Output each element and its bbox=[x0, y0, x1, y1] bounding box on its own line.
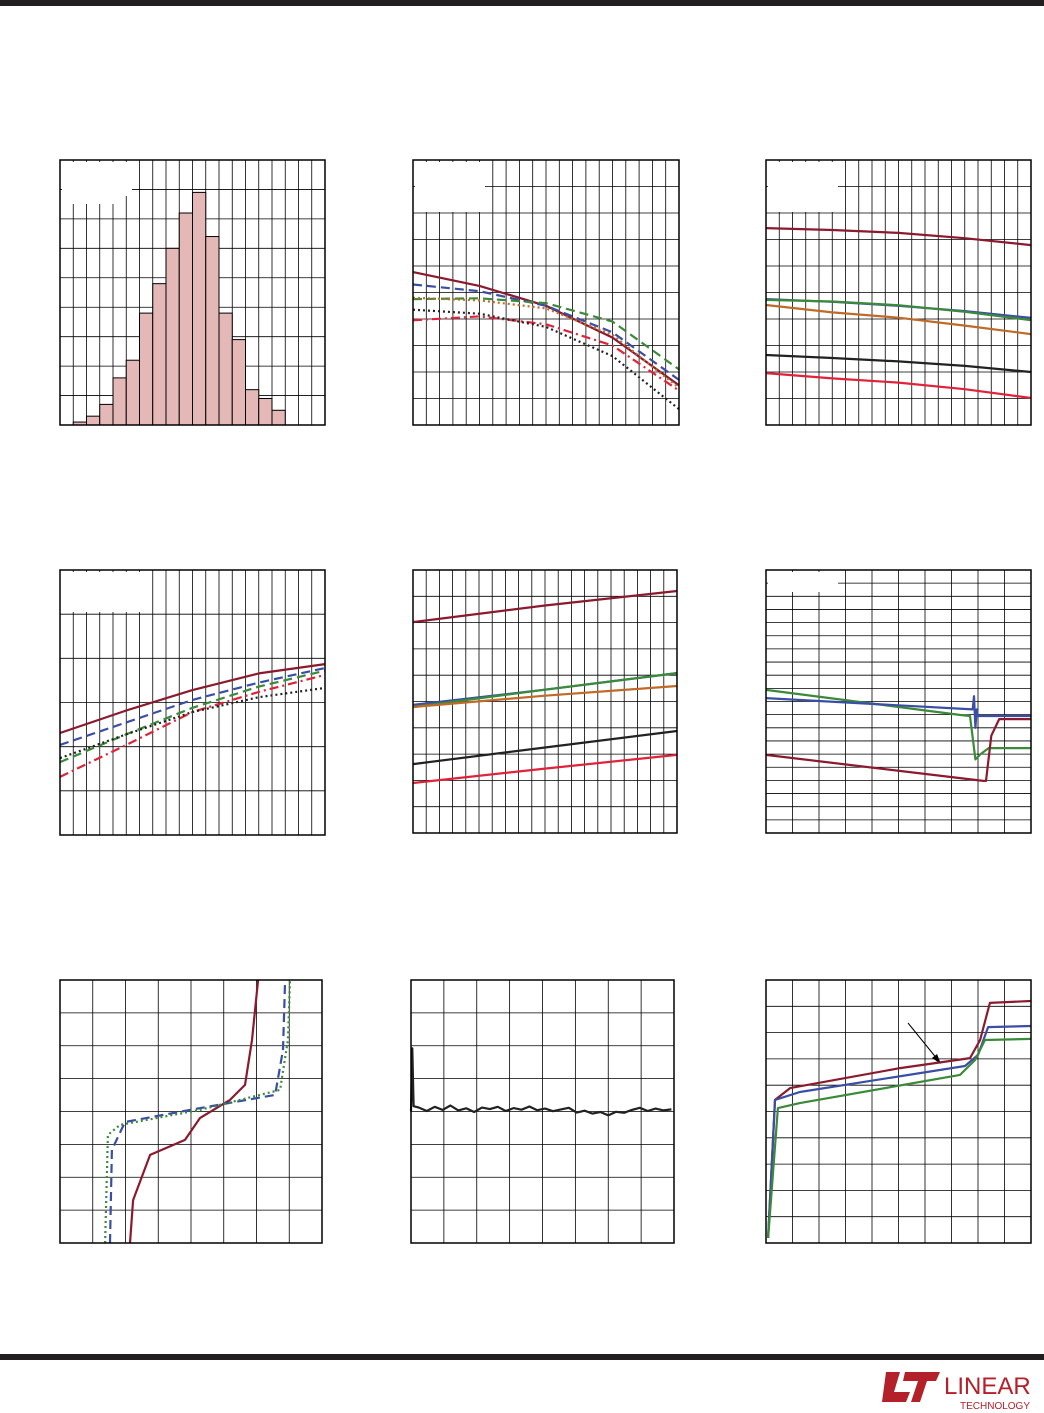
series-line bbox=[412, 589, 678, 624]
bar bbox=[125, 359, 140, 426]
bar bbox=[192, 191, 207, 426]
bar bbox=[86, 415, 101, 426]
series-line bbox=[765, 372, 1032, 400]
top-rule bbox=[0, 0, 1044, 6]
series-line bbox=[765, 695, 1031, 729]
series-line bbox=[765, 688, 1031, 761]
bar bbox=[271, 409, 286, 426]
bar bbox=[152, 283, 167, 426]
logo: LINEAR TECHNOLOGY bbox=[882, 1372, 1031, 1412]
legend-mask bbox=[62, 196, 122, 204]
chart bbox=[412, 569, 678, 834]
legend-mask bbox=[62, 572, 142, 612]
bottom-rule bbox=[0, 1354, 1044, 1360]
series-line bbox=[128, 979, 260, 1244]
series-line bbox=[765, 227, 1032, 247]
logo-mark bbox=[882, 1372, 910, 1402]
series-line bbox=[104, 979, 292, 1244]
chart bbox=[765, 569, 1032, 834]
logo-subtext: TECHNOLOGY bbox=[960, 1401, 1030, 1412]
legend-mask bbox=[62, 162, 132, 196]
plot-frame bbox=[410, 979, 675, 1244]
bar bbox=[165, 247, 180, 426]
plot-frame bbox=[59, 569, 326, 836]
series-line bbox=[59, 666, 326, 746]
plot-frame bbox=[765, 159, 1032, 426]
chart bbox=[59, 979, 323, 1244]
series-line bbox=[59, 663, 326, 735]
series-line bbox=[765, 353, 1032, 374]
bar bbox=[245, 389, 260, 426]
bar bbox=[258, 398, 273, 426]
series-line bbox=[412, 729, 678, 766]
legend-mask bbox=[768, 572, 838, 592]
legend-mask bbox=[415, 162, 485, 212]
plot-frame bbox=[412, 569, 678, 834]
chart bbox=[59, 569, 326, 836]
bar bbox=[218, 312, 233, 426]
series-line bbox=[409, 1047, 672, 1117]
series-line bbox=[412, 684, 678, 709]
series-line bbox=[765, 718, 1031, 782]
bar bbox=[231, 339, 246, 426]
chart bbox=[765, 979, 1032, 1244]
chart bbox=[765, 159, 1032, 426]
legend-mask bbox=[768, 162, 838, 212]
chart bbox=[409, 979, 675, 1244]
plot-frame bbox=[412, 159, 680, 426]
chart bbox=[59, 159, 326, 426]
logo-text: LINEAR bbox=[944, 1373, 1031, 1400]
series-line bbox=[765, 298, 1032, 322]
chart bbox=[412, 159, 680, 426]
annotation-arrow bbox=[907, 1022, 939, 1061]
plot-frame bbox=[59, 979, 323, 1244]
series-line bbox=[412, 753, 678, 785]
series-line bbox=[412, 297, 680, 371]
bar bbox=[112, 377, 127, 426]
series-line bbox=[412, 308, 680, 410]
series-line bbox=[108, 979, 287, 1244]
series-line bbox=[767, 999, 1032, 1239]
bar bbox=[99, 403, 114, 426]
series-line bbox=[412, 283, 680, 381]
series-line bbox=[767, 1037, 1032, 1239]
plot-frame bbox=[59, 159, 326, 426]
bar bbox=[205, 236, 220, 426]
series-line bbox=[767, 1024, 1032, 1239]
bar bbox=[139, 312, 154, 426]
series-line bbox=[59, 686, 326, 760]
series-line bbox=[765, 303, 1032, 336]
logo-mark bbox=[903, 1372, 940, 1402]
plot-frame bbox=[765, 979, 1032, 1244]
bar bbox=[178, 212, 193, 426]
series-line bbox=[412, 315, 680, 392]
plot-frame bbox=[765, 569, 1032, 834]
series-line bbox=[412, 672, 678, 709]
series-line bbox=[59, 669, 326, 764]
